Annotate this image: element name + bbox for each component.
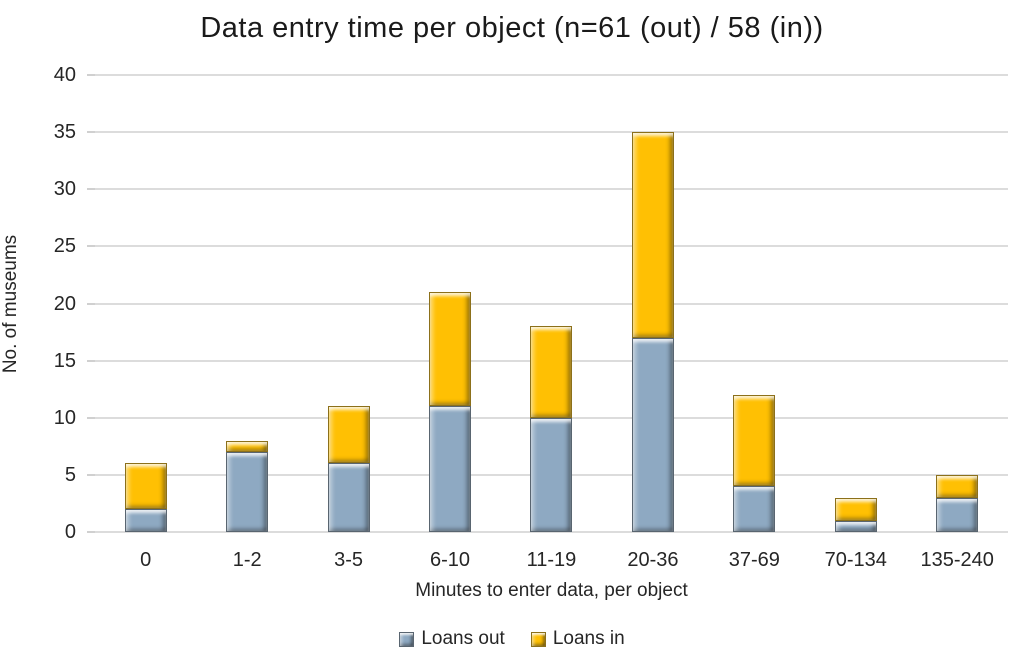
bar-slot-70-134 bbox=[805, 75, 906, 532]
gridline-y-25 bbox=[95, 245, 1008, 248]
legend-item-loans-in: Loans in bbox=[530, 628, 625, 650]
bar-segment-loans-out-135-240 bbox=[936, 497, 979, 532]
legend-item-loans-out: Loans out bbox=[399, 628, 505, 650]
bar-segment-loans-out-1-2 bbox=[226, 452, 269, 532]
y-tick-label-30: 30 bbox=[53, 178, 76, 201]
y-tick-mark-30 bbox=[87, 188, 95, 191]
y-tick-mark-20 bbox=[87, 302, 95, 305]
bar-slot-0 bbox=[95, 75, 196, 532]
legend-label-loans-out: Loans out bbox=[421, 628, 505, 649]
bar-segment-loans-out-0 bbox=[124, 509, 167, 532]
bar-stack-6-10 bbox=[429, 292, 472, 532]
bar-segment-loans-in-70-134 bbox=[834, 497, 877, 521]
y-axis-tick-labels: 0 5 10 15 20 25 30 35 40 bbox=[14, 64, 76, 543]
bar-slot-37-69 bbox=[704, 75, 805, 532]
bar-segment-loans-in-37-69 bbox=[733, 394, 776, 487]
bar-slot-6-10 bbox=[399, 75, 500, 532]
bars-row bbox=[95, 75, 1008, 532]
bar-slot-1-2 bbox=[196, 75, 297, 532]
y-tick-label-20: 20 bbox=[53, 292, 76, 315]
bar-stack-135-240 bbox=[936, 474, 979, 532]
bar-segment-loans-out-70-134 bbox=[834, 520, 877, 532]
y-tick-label-40: 40 bbox=[53, 64, 76, 86]
y-tick-mark-35 bbox=[87, 131, 95, 134]
bar-segment-loans-out-3-5 bbox=[327, 463, 370, 532]
bar-slot-135-240 bbox=[907, 75, 1008, 532]
bar-slot-11-19 bbox=[501, 75, 602, 532]
bar-stack-3-5 bbox=[327, 406, 370, 532]
plot-area bbox=[87, 74, 1008, 533]
bar-segment-loans-out-6-10 bbox=[429, 406, 472, 532]
bar-segment-loans-in-11-19 bbox=[530, 326, 573, 418]
bar-stack-37-69 bbox=[733, 394, 776, 532]
bar-segment-loans-in-3-5 bbox=[327, 406, 370, 464]
gridline-y-35 bbox=[95, 131, 1008, 134]
bar-segment-loans-in-20-36 bbox=[631, 132, 674, 338]
bar-segment-loans-in-135-240 bbox=[936, 474, 979, 498]
bar-stack-20-36 bbox=[631, 132, 674, 532]
legend: Loans out Loans in bbox=[0, 628, 1024, 650]
x-tick-label-1-2: 1-2 bbox=[232, 549, 262, 571]
x-tick-label-135-240: 135-240 bbox=[920, 549, 994, 571]
y-tick-label-10: 10 bbox=[53, 406, 76, 429]
bar-segment-loans-in-0 bbox=[124, 463, 167, 510]
x-axis-tick-labels: 0 1-2 3-5 6-10 11-19 20-36 37-69 70-134 135-240 bbox=[95, 548, 1008, 572]
bar-segment-loans-out-37-69 bbox=[733, 486, 776, 532]
y-tick-mark-5 bbox=[87, 473, 95, 476]
x-tick-label-11-19: 11-19 bbox=[526, 549, 577, 571]
x-tick-label-20-36: 20-36 bbox=[627, 549, 679, 571]
gridline-y-40 bbox=[95, 74, 1008, 76]
x-tick-label-6-10: 6-10 bbox=[430, 549, 471, 571]
y-tick-mark-25 bbox=[87, 245, 95, 248]
x-tick-label-70-134: 70-134 bbox=[824, 549, 887, 571]
x-tick-label-0: 0 bbox=[140, 549, 152, 571]
legend-label-loans-in: Loans in bbox=[552, 628, 625, 649]
bar-slot-3-5 bbox=[298, 75, 399, 532]
bar-segment-loans-in-6-10 bbox=[429, 292, 472, 407]
legend-marker-loans-out bbox=[399, 631, 415, 647]
gridline-y-0 bbox=[95, 531, 1008, 533]
x-tick-label-3-5: 3-5 bbox=[334, 549, 364, 571]
y-tick-label-25: 25 bbox=[53, 235, 76, 258]
bar-segment-loans-in-1-2 bbox=[226, 440, 269, 453]
y-tick-mark-15 bbox=[87, 359, 95, 362]
bar-stack-1-2 bbox=[226, 440, 269, 532]
x-axis-title: Minutes to enter data, per object bbox=[415, 580, 688, 601]
y-tick-label-5: 5 bbox=[64, 463, 76, 486]
y-tick-label-35: 35 bbox=[53, 121, 76, 144]
bar-stack-0 bbox=[124, 463, 167, 532]
y-tick-mark-0 bbox=[87, 531, 95, 533]
legend-marker-loans-in bbox=[530, 631, 546, 647]
bar-stack-70-134 bbox=[834, 497, 877, 532]
bar-stack-11-19 bbox=[530, 326, 573, 532]
y-tick-label-0: 0 bbox=[64, 521, 76, 543]
y-tick-mark-40 bbox=[87, 74, 95, 76]
x-tick-label-37-69: 37-69 bbox=[728, 549, 780, 571]
gridline-y-20 bbox=[95, 302, 1008, 305]
bar-segment-loans-out-20-36 bbox=[631, 337, 674, 532]
y-tick-label-15: 15 bbox=[53, 349, 76, 372]
bar-slot-20-36 bbox=[602, 75, 703, 532]
bar-segment-loans-out-11-19 bbox=[530, 417, 573, 532]
gridline-y-30 bbox=[95, 188, 1008, 191]
chart-title: Data entry time per object (n=61 (out) /… bbox=[200, 12, 824, 44]
y-tick-mark-10 bbox=[87, 416, 95, 419]
